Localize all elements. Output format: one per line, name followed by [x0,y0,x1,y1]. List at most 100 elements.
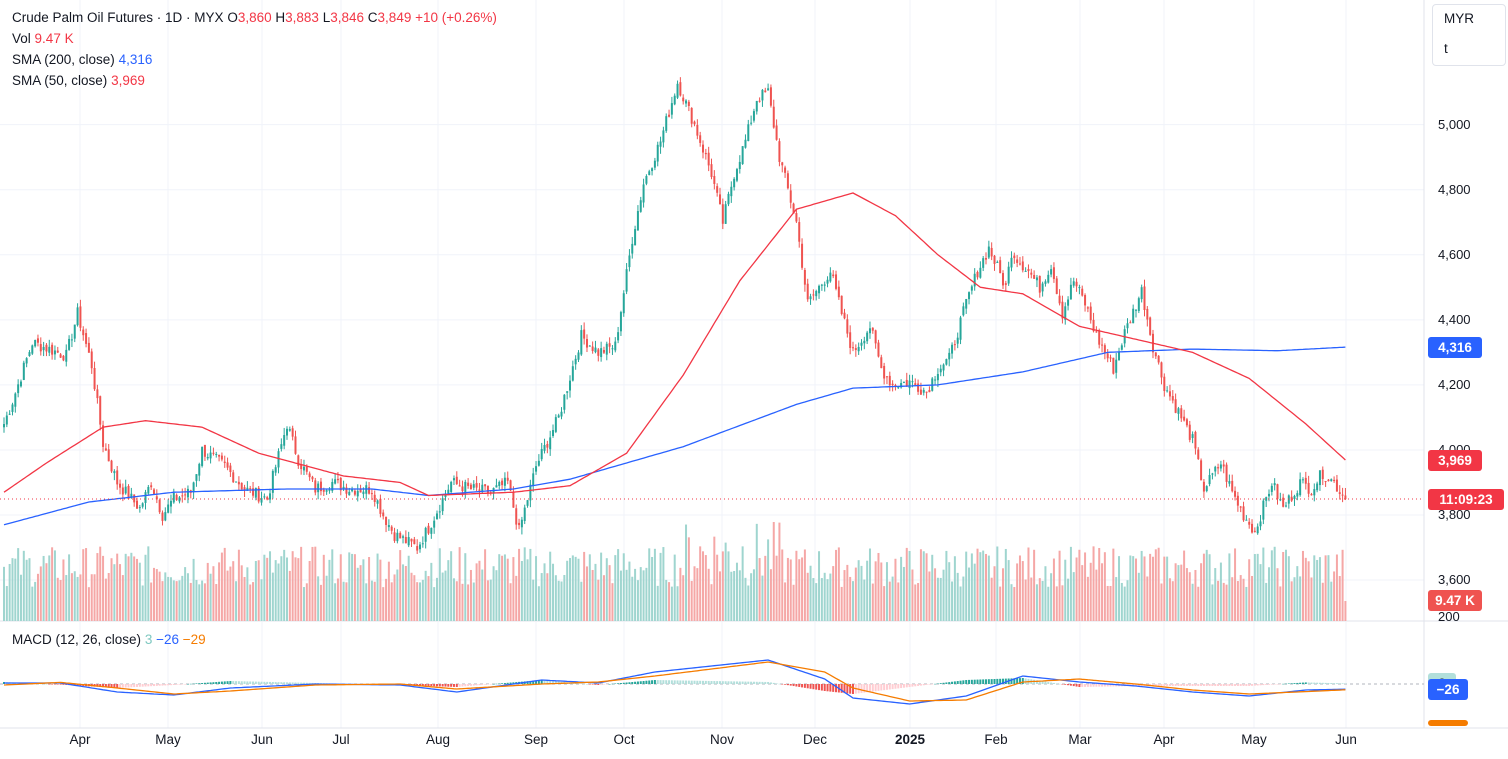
price-tick-label: 4,800 [1438,181,1471,197]
volume-bar [472,582,475,621]
volume-bar [982,550,985,621]
candle-body [549,437,552,450]
macd-histogram-bar [535,680,538,684]
volume-bar [17,548,20,621]
candle-body [1177,408,1180,414]
volume-bar [1095,569,1098,621]
volume-bar [959,586,962,621]
macd-histogram-bar [1256,684,1259,686]
volume-bar [1296,566,1299,621]
candle-body [280,444,283,449]
macd-histogram-bar [685,680,688,684]
volume-bar [172,580,175,621]
volume-bar [359,565,362,621]
volume-bar [467,584,470,621]
macd-histogram-bar [1098,684,1101,687]
candle-body [764,90,767,93]
candle-body [1208,475,1211,485]
volume-bar [314,546,317,621]
candle-body [362,491,365,495]
volume-bar [840,586,843,621]
volume-bar [945,550,948,621]
volume-bar [801,557,804,621]
volume-bar [424,570,427,621]
macd-histogram-bar [617,683,620,684]
volume-bar [8,563,11,621]
candle-body [750,122,753,124]
volume-bar [373,581,376,621]
candle-body [914,383,917,385]
candle-body [602,350,605,353]
symbol-title[interactable]: Crude Palm Oil Futures · 1D · MYX [12,10,224,25]
candle-body [752,111,755,121]
volume-bar [164,572,167,621]
macd-histogram-bar [1166,684,1169,686]
volume-bar [662,547,665,621]
candle-body [849,332,852,348]
macd-histogram-bar [951,681,954,684]
volume-bar [911,569,914,621]
candle-body [1231,480,1234,492]
candle-body [353,490,356,495]
volume-bar [919,549,922,621]
candle-body [203,444,206,457]
macd-histogram-bar [959,680,962,684]
macd-histogram-bar [300,682,303,684]
volume-bar [1177,565,1180,621]
macd-histogram-bar [733,681,736,684]
macd-histogram-bar [1052,682,1055,684]
candle-body [721,204,724,224]
candle-body [1338,492,1341,494]
volume-bar [1214,568,1217,621]
volume-bar [209,573,212,621]
macd-histogram-bar [970,679,973,684]
macd-histogram-bar [1321,682,1324,684]
volume-legend[interactable]: Vol 9.47 K [12,29,74,49]
volume-bar [648,548,651,621]
candle-body [761,89,764,101]
candle-body [441,498,444,512]
macd-histogram-bar [665,680,668,684]
macd-histogram-bar [1041,681,1044,684]
volume-bar [951,581,954,621]
volume-bar [39,566,42,621]
candle-body [172,492,175,503]
candle-body [73,324,76,339]
candle-body [155,496,158,500]
candle-body [891,383,894,386]
sma200-legend[interactable]: SMA (200, close) 4,316 [12,50,152,70]
candle-body [472,484,475,488]
currency-unit-box[interactable]: MYR t [1432,4,1506,66]
macd-histogram-bar [1177,684,1180,686]
macd-histogram-bar [968,679,971,684]
candle-body [608,343,611,347]
volume-bar [690,580,693,621]
volume-bar [475,563,478,621]
candle-body [826,279,829,284]
volume-bar [427,576,430,621]
macd-histogram-bar [798,684,801,687]
volume-bar [223,547,226,621]
sma50-legend[interactable]: SMA (50, close) 3,969 [12,71,145,91]
candle-body [1064,306,1067,320]
candle-body [781,162,784,166]
candle-body [747,124,750,142]
macd-histogram-bar [1047,682,1050,684]
volume-bar [809,565,812,621]
volume-bar [852,581,854,621]
macd-histogram-bar [209,682,212,684]
volume-bar [339,554,342,621]
macd-histogram-bar [1021,678,1024,684]
macd-legend[interactable]: MACD (12, 26, close) 3 −26 −29 [12,630,206,650]
candle-body [566,391,569,393]
macd-histogram-bar [979,679,982,684]
candle-body [897,387,900,389]
volume-bar [557,580,560,621]
macd-histogram-bar [1050,682,1053,684]
volume-bar [778,522,781,621]
candle-body [1018,263,1021,265]
macd-histogram-bar [1035,680,1038,684]
macd-histogram-bar [1163,684,1166,686]
macd-histogram-bar [1018,678,1021,684]
